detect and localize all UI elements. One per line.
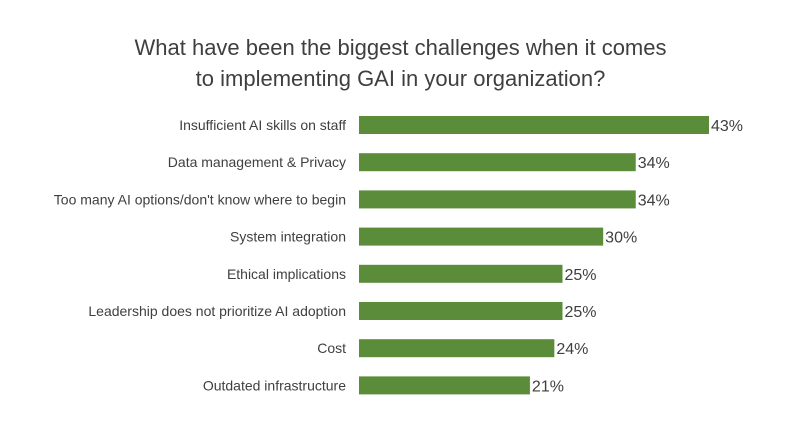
bar (359, 153, 636, 172)
value-label: 21% (532, 378, 564, 395)
chart-title-line-1: What have been the biggest challenges wh… (134, 35, 667, 60)
category-label: Leadership does not prioritize AI adopti… (88, 303, 346, 319)
category-label: System integration (230, 229, 346, 245)
category-label: Ethical implications (227, 266, 346, 282)
value-label: 34% (638, 192, 670, 209)
bar (359, 302, 563, 320)
bar (359, 339, 555, 358)
bar (359, 116, 709, 134)
value-label: 34% (638, 155, 670, 172)
category-label: Insufficient AI skills on staff (179, 117, 346, 133)
value-label: 24% (556, 341, 588, 358)
bar (359, 376, 530, 395)
chart-title-line-2: to implementing GAI in your organization… (195, 66, 606, 91)
value-label: 30% (605, 230, 637, 247)
category-label: Outdated infrastructure (203, 377, 346, 393)
category-label: Cost (317, 340, 346, 356)
category-label: Data management & Privacy (168, 154, 346, 170)
value-label: 25% (564, 304, 596, 321)
bar (359, 227, 604, 246)
chart-title: What have been the biggest challenges wh… (0, 32, 801, 94)
category-label: Too many AI options/don't know where to … (54, 191, 346, 207)
value-label: 25% (564, 267, 596, 284)
value-label: 43% (711, 118, 743, 135)
bar (359, 190, 636, 209)
bar (359, 264, 563, 283)
